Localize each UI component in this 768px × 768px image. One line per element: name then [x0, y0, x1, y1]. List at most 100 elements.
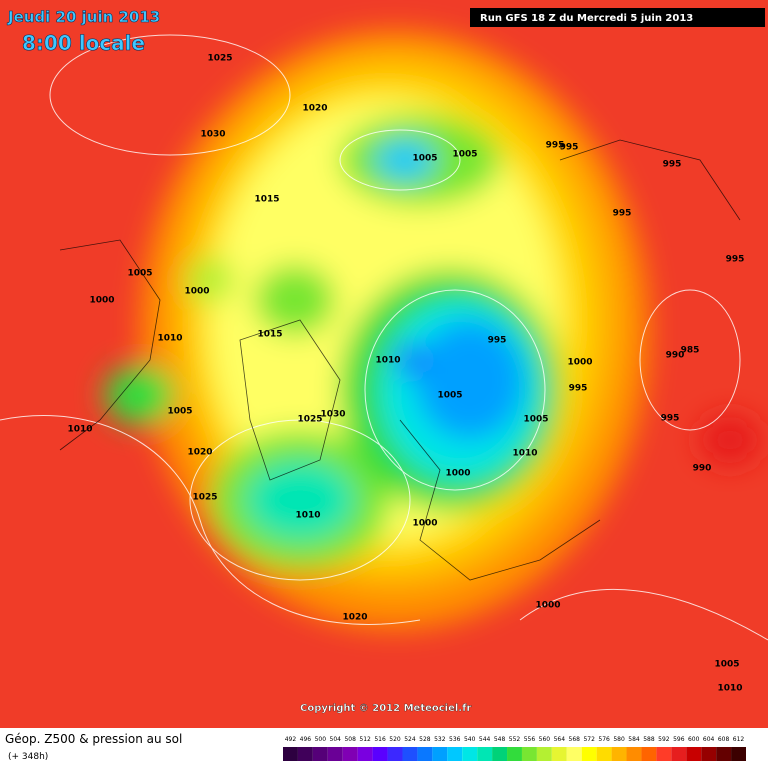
scale-swatch	[447, 747, 463, 761]
isobar-label: 1010	[157, 334, 182, 344]
scale-swatch	[297, 747, 313, 761]
scale-label: 596	[673, 736, 685, 743]
scale-label: 552	[509, 736, 521, 743]
scale-swatch	[581, 747, 597, 761]
scale-label: 556	[524, 736, 536, 743]
isobar-label: 1020	[302, 104, 327, 114]
isobar-label: 1005	[523, 415, 548, 425]
isobar-label: 1000	[412, 519, 437, 529]
scale-swatch	[566, 747, 582, 761]
scale-label: 540	[464, 736, 476, 743]
scale-swatch	[492, 747, 508, 761]
scale-swatch	[283, 747, 298, 761]
field	[0, 0, 768, 728]
isobar-label: 1015	[257, 330, 282, 340]
date: Jeudi 20 juin 2013	[7, 8, 160, 26]
scale-swatch	[402, 747, 418, 761]
time: 8:00 locale	[22, 31, 145, 55]
isobar-label: 1005	[167, 407, 192, 417]
run-box	[470, 8, 765, 27]
scale-swatch	[507, 747, 522, 761]
scale-swatch	[701, 747, 717, 761]
scale-swatch	[686, 747, 702, 761]
scale-swatch	[327, 747, 343, 761]
scale-label: 584	[628, 736, 640, 743]
copyright: Copyright © 2012 Meteociel.fr	[300, 703, 471, 714]
isobar-label: 1000	[535, 601, 560, 611]
scale-label: 608	[718, 736, 730, 743]
isobar-labels: 1025 1020 1030 1005 1005 995 995 995 1015 995 995 1…	[67, 54, 744, 694]
scale-swatch	[611, 747, 627, 761]
scale-label: 532	[434, 736, 446, 743]
isobar-label: 1000	[184, 287, 209, 297]
isobar-label: 1010	[717, 684, 742, 694]
scale-swatch	[596, 747, 612, 761]
scale-swatch	[312, 747, 328, 761]
scale-swatch	[656, 747, 672, 761]
scale-label: 548	[494, 736, 506, 743]
lead-time: (+ 348h)	[8, 752, 48, 762]
isobar-label: 1000	[567, 358, 592, 368]
scale-label: 512	[359, 736, 371, 743]
scale-label: 592	[658, 736, 670, 743]
scale-swatch	[671, 747, 687, 761]
isobar-label: 1030	[320, 410, 345, 420]
isobar-label: 1015	[254, 195, 279, 205]
scale-label: 580	[613, 736, 625, 743]
scale-label: 544	[479, 736, 491, 743]
isobar-label: 1010	[67, 425, 92, 435]
scale-label: 508	[344, 736, 356, 743]
isobar-label: 1020	[342, 613, 367, 623]
scale-label: 564	[554, 736, 566, 743]
scale-label: 528	[419, 736, 431, 743]
isobar-label: 1005	[412, 154, 437, 164]
scale-label: 496	[300, 736, 312, 743]
scale-swatch	[641, 747, 657, 761]
isobar-label: 1005	[452, 150, 477, 160]
scale-swatch	[477, 747, 493, 761]
isobar-label: 1005	[714, 660, 739, 670]
isobar-label: 1030	[200, 130, 225, 140]
isobar-label: 995	[569, 384, 588, 394]
isobar-label: 1025	[207, 54, 232, 64]
scale-swatch	[372, 747, 388, 761]
scale-swatch	[551, 747, 567, 761]
isobar-label: 990	[693, 464, 712, 474]
isobar-label: 1005	[437, 391, 462, 401]
isobar-label: 995	[726, 255, 745, 265]
isobar-label: 995	[661, 414, 680, 424]
scale-label: 492	[285, 736, 297, 743]
scale-swatch	[417, 747, 433, 761]
scale-label: 560	[539, 736, 551, 743]
scale-label: 504	[330, 736, 342, 743]
scale-swatch	[432, 747, 448, 761]
scale-label: 588	[643, 736, 655, 743]
scale-label: 536	[449, 736, 461, 743]
scale-label: 600	[688, 736, 700, 743]
isobar-label: 1010	[295, 511, 320, 521]
isobar-label: 990	[666, 351, 685, 361]
scale-label: 516	[374, 736, 386, 743]
scale-swatch	[462, 747, 478, 761]
scale-label: 612	[733, 736, 745, 743]
scale-label: 576	[598, 736, 610, 743]
isobar-label: 995	[663, 160, 682, 170]
scale-label: 520	[389, 736, 401, 743]
scale-swatch	[521, 747, 537, 761]
scale-swatch	[536, 747, 552, 761]
isobar-label: 1010	[512, 449, 537, 459]
legend-title: Géop. Z500 & pression au sol	[5, 732, 182, 746]
run-info: Run GFS 18 Z du Mercredi 5 juin 2013	[480, 13, 693, 24]
isobar-label: 995	[560, 143, 579, 153]
scale-swatch	[342, 747, 358, 761]
isobar-label: 1025	[297, 415, 322, 425]
isobar-label: 1025	[192, 493, 217, 503]
isobar-label: 1020	[187, 448, 212, 458]
scale-label: 568	[569, 736, 581, 743]
scale-label: 500	[315, 736, 327, 743]
scale-label: 572	[583, 736, 595, 743]
isobar-label: 1000	[445, 469, 470, 479]
isobar-label: 995	[488, 336, 507, 346]
